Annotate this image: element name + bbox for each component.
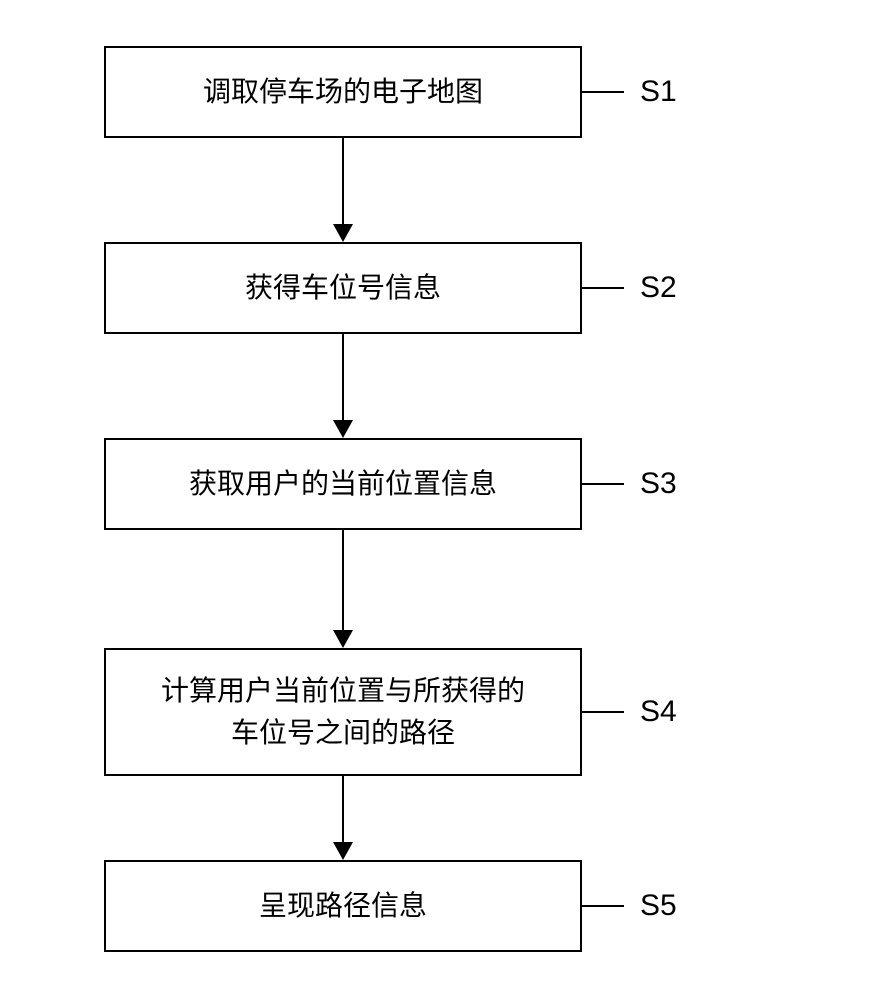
step-box-s5: 呈现路径信息 bbox=[104, 860, 582, 952]
arrow-3 bbox=[333, 530, 353, 648]
flowchart-container: 调取停车场的电子地图 S1 获得车位号信息 S2 获取用户的当前位置信息 S3 计算用户当前… bbox=[0, 0, 892, 1000]
connector-line-s1 bbox=[582, 91, 624, 93]
step-row-s2: 获得车位号信息 S2 bbox=[104, 242, 677, 334]
connector-line-s4 bbox=[582, 711, 624, 713]
arrow-line bbox=[342, 776, 344, 842]
arrow-4 bbox=[333, 776, 353, 860]
step-row-s3: 获取用户的当前位置信息 S3 bbox=[104, 438, 677, 530]
step-box-s1: 调取停车场的电子地图 bbox=[104, 46, 582, 138]
step-label-s5: S5 bbox=[640, 889, 677, 923]
step-label-s1: S1 bbox=[640, 75, 677, 109]
step-box-s4: 计算用户当前位置与所获得的车位号之间的路径 bbox=[104, 648, 582, 776]
connector-line-s5 bbox=[582, 905, 624, 907]
arrow-line bbox=[342, 334, 344, 420]
arrow-head-icon bbox=[333, 420, 353, 438]
arrow-2 bbox=[333, 334, 353, 438]
arrow-1 bbox=[333, 138, 353, 242]
connector-line-s3 bbox=[582, 483, 624, 485]
arrow-line bbox=[342, 530, 344, 630]
step-row-s5: 呈现路径信息 S5 bbox=[104, 860, 677, 952]
step-label-s4: S4 bbox=[640, 695, 677, 729]
step-box-s3: 获取用户的当前位置信息 bbox=[104, 438, 582, 530]
connector-line-s2 bbox=[582, 287, 624, 289]
arrow-line bbox=[342, 138, 344, 224]
arrow-head-icon bbox=[333, 630, 353, 648]
step-row-s1: 调取停车场的电子地图 S1 bbox=[104, 46, 677, 138]
step-label-s2: S2 bbox=[640, 271, 677, 305]
arrow-head-icon bbox=[333, 224, 353, 242]
step-box-s2: 获得车位号信息 bbox=[104, 242, 582, 334]
step-label-s3: S3 bbox=[640, 467, 677, 501]
arrow-head-icon bbox=[333, 842, 353, 860]
step-row-s4: 计算用户当前位置与所获得的车位号之间的路径 S4 bbox=[104, 648, 677, 776]
